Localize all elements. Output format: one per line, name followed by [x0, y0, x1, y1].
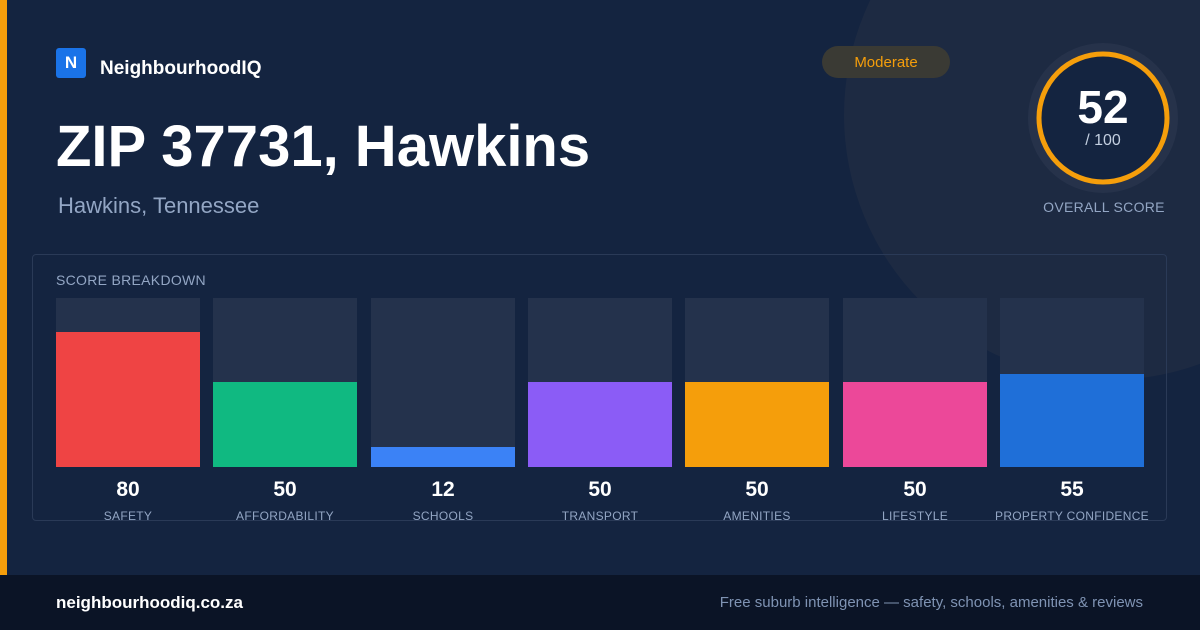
score-bar-transport: 50 TRANSPORT [528, 298, 672, 523]
bar-track [528, 298, 672, 467]
overall-score-label: OVERALL SCORE [1043, 199, 1165, 215]
bar-fill [213, 382, 357, 467]
bar-value: 50 [903, 478, 927, 501]
bar-track [371, 298, 515, 467]
score-breakdown-panel: SCORE BREAKDOWN 80 SAFETY 50 AFFORDABILITY 1… [32, 254, 1167, 523]
bar-track [685, 298, 829, 467]
footer-url: neighbourhoodiq.co.za [56, 593, 243, 612]
rating-badge: Moderate [822, 46, 950, 78]
brand: N NeighbourhoodIQ [56, 46, 261, 80]
footer-tagline: Free suburb intelligence — safety, schoo… [719, 594, 1143, 611]
bar-value: 55 [1060, 478, 1084, 501]
overall-score-value: 52 [1077, 81, 1129, 133]
score-bar-schools: 12 SCHOOLS [371, 298, 515, 523]
location-subtitle: Hawkins, Tennessee [58, 193, 260, 218]
overall-score-ring: 52 / 100 [1028, 43, 1178, 193]
score-bar-affordability: 50 AFFORDABILITY [213, 298, 357, 523]
breakdown-title: SCORE BREAKDOWN [56, 272, 206, 288]
bar-label: LIFESTYLE [881, 509, 949, 523]
score-bar-amenities: 50 AMENITIES [685, 298, 829, 523]
bar-value: 80 [116, 478, 140, 501]
score-bar-property-confidence: 55 PROPERTY CONFIDENCE [995, 298, 1149, 523]
brand-name: NeighbourhoodIQ [100, 58, 262, 79]
bar-track [1000, 298, 1144, 467]
bar-value: 12 [431, 478, 455, 501]
bar-track [213, 298, 357, 467]
bar-fill [685, 382, 829, 467]
bar-label: TRANSPORT [561, 509, 639, 523]
score-ring-stroke [1036, 51, 1170, 185]
score-bar-safety: 80 SAFETY [56, 298, 200, 523]
bar-value: 50 [745, 478, 769, 501]
brand-logo-icon: N [56, 48, 86, 78]
bar-fill [371, 447, 515, 467]
accent-bar [0, 0, 7, 575]
bar-track [843, 298, 987, 467]
bar-track [56, 298, 200, 467]
footer: neighbourhoodiq.co.za Free suburb intell… [0, 575, 1200, 630]
bar-label: SAFETY [103, 509, 153, 523]
page-title: ZIP 37731, Hawkins [56, 114, 591, 179]
bar-label: AMENITIES [723, 509, 791, 523]
score-ring-graphic [1036, 51, 1170, 185]
bar-label: PROPERTY CONFIDENCE [995, 509, 1149, 523]
bar-fill [528, 382, 672, 467]
bar-value: 50 [273, 478, 297, 501]
bar-fill [56, 332, 200, 467]
bar-value: 50 [588, 478, 612, 501]
bar-fill [843, 382, 987, 467]
overall-score-max: / 100 [1085, 132, 1121, 149]
bar-label: SCHOOLS [412, 509, 474, 523]
bar-label: AFFORDABILITY [236, 509, 334, 523]
bar-fill [1000, 374, 1144, 467]
score-bar-lifestyle: 50 LIFESTYLE [843, 298, 987, 523]
